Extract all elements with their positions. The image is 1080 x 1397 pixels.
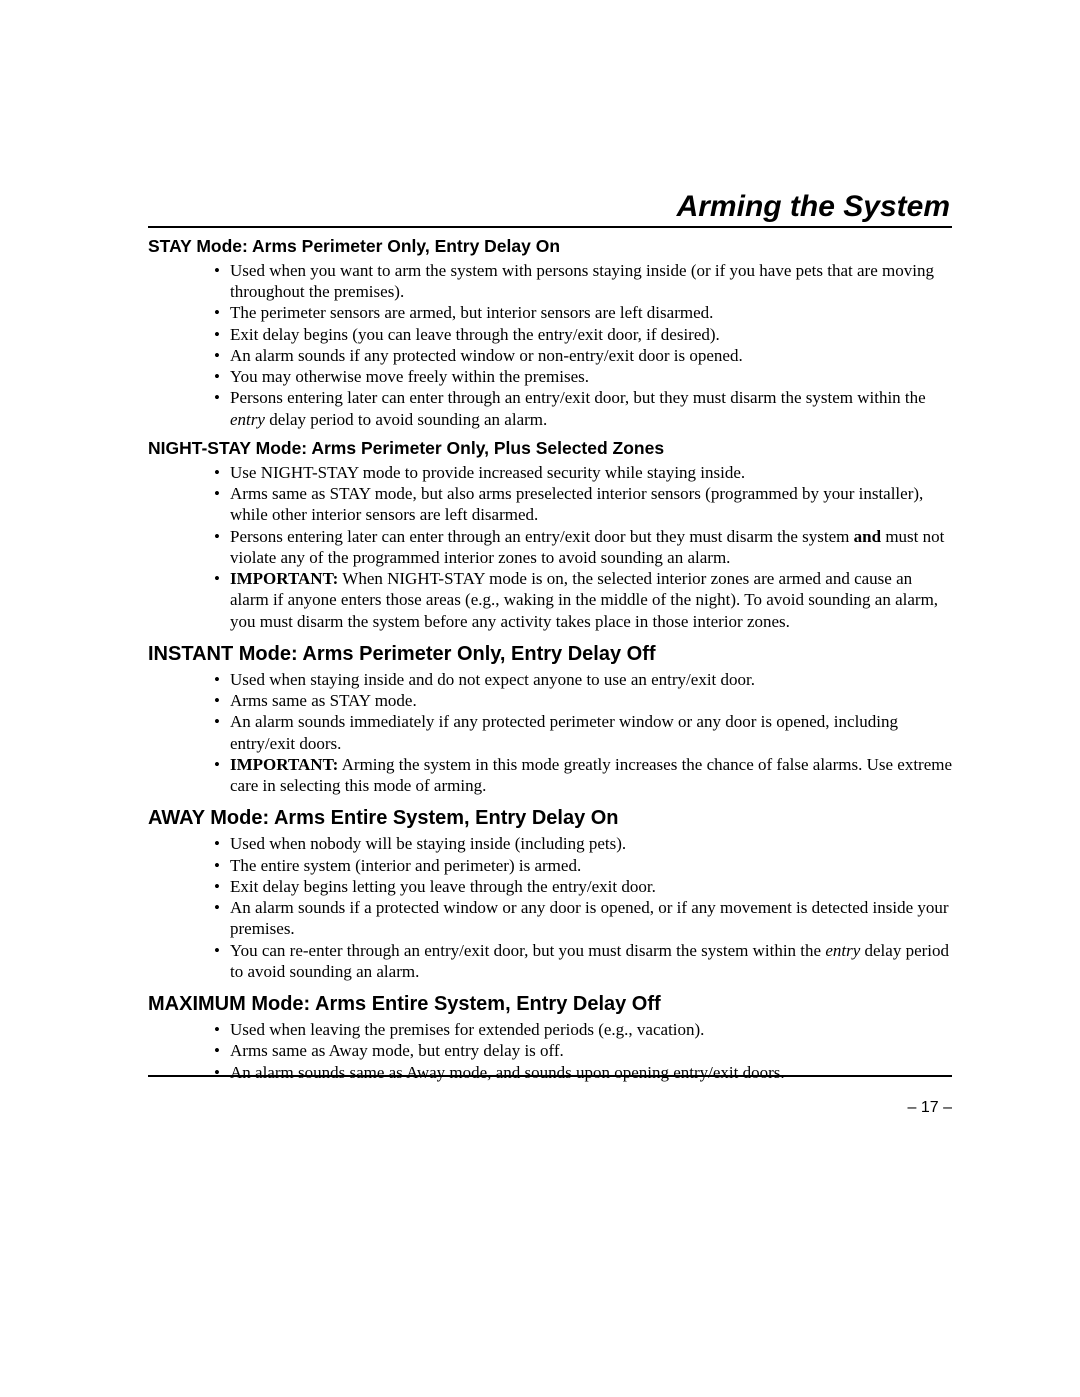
list-item: You can re-enter through an entry/exit d… <box>214 940 952 983</box>
list-item: IMPORTANT: When NIGHT-STAY mode is on, t… <box>214 568 952 632</box>
bold-text: IMPORTANT: <box>230 755 338 774</box>
bullet-list: Used when leaving the premises for exten… <box>148 1019 952 1083</box>
list-item: Arms same as Away mode, but entry delay … <box>214 1040 952 1061</box>
bullet-list: Used when nobody will be staying inside … <box>148 833 952 982</box>
list-item: The perimeter sensors are armed, but int… <box>214 302 952 323</box>
section-heading: INSTANT Mode: Arms Perimeter Only, Entry… <box>148 642 952 667</box>
section-heading: STAY Mode: Arms Perimeter Only, Entry De… <box>148 236 952 258</box>
list-item: An alarm sounds if a protected window or… <box>214 897 952 940</box>
section-heading: AWAY Mode: Arms Entire System, Entry Del… <box>148 806 952 831</box>
list-item: Used when staying inside and do not expe… <box>214 669 952 690</box>
list-item: IMPORTANT: Arming the system in this mod… <box>214 754 952 797</box>
list-item: The entire system (interior and perimete… <box>214 855 952 876</box>
page-title: Arming the System <box>148 190 952 224</box>
section-heading: MAXIMUM Mode: Arms Entire System, Entry … <box>148 992 952 1017</box>
bullet-list: Used when you want to arm the system wit… <box>148 260 952 430</box>
list-item: An alarm sounds same as Away mode, and s… <box>214 1062 952 1083</box>
list-item: Arms same as STAY mode, but also arms pr… <box>214 483 952 526</box>
list-item: Exit delay begins letting you leave thro… <box>214 876 952 897</box>
bullet-list: Use NIGHT-STAY mode to provide increased… <box>148 462 952 632</box>
italic-text: entry <box>230 410 265 429</box>
list-item: Use NIGHT-STAY mode to provide increased… <box>214 462 952 483</box>
page-number: – 17 – <box>908 1099 952 1117</box>
list-item: Used when leaving the premises for exten… <box>214 1019 952 1040</box>
list-item: Exit delay begins (you can leave through… <box>214 324 952 345</box>
list-item: Used when nobody will be staying inside … <box>214 833 952 854</box>
list-item: Persons entering later can enter through… <box>214 526 952 569</box>
section-heading: NIGHT-STAY Mode: Arms Perimeter Only, Pl… <box>148 438 952 460</box>
title-divider <box>148 226 952 228</box>
content-body: STAY Mode: Arms Perimeter Only, Entry De… <box>148 236 952 1083</box>
bold-text: IMPORTANT: <box>230 569 338 588</box>
list-item: An alarm sounds if any protected window … <box>214 345 952 366</box>
list-item: You may otherwise move freely within the… <box>214 366 952 387</box>
bold-text: and <box>854 527 881 546</box>
list-item: Arms same as STAY mode. <box>214 690 952 711</box>
list-item: Persons entering later can enter through… <box>214 387 952 430</box>
list-item: Used when you want to arm the system wit… <box>214 260 952 303</box>
list-item: An alarm sounds immediately if any prote… <box>214 711 952 754</box>
document-page: Arming the System STAY Mode: Arms Perime… <box>0 0 1080 1397</box>
italic-text: entry <box>825 941 860 960</box>
footer-divider <box>148 1075 952 1077</box>
bullet-list: Used when staying inside and do not expe… <box>148 669 952 797</box>
